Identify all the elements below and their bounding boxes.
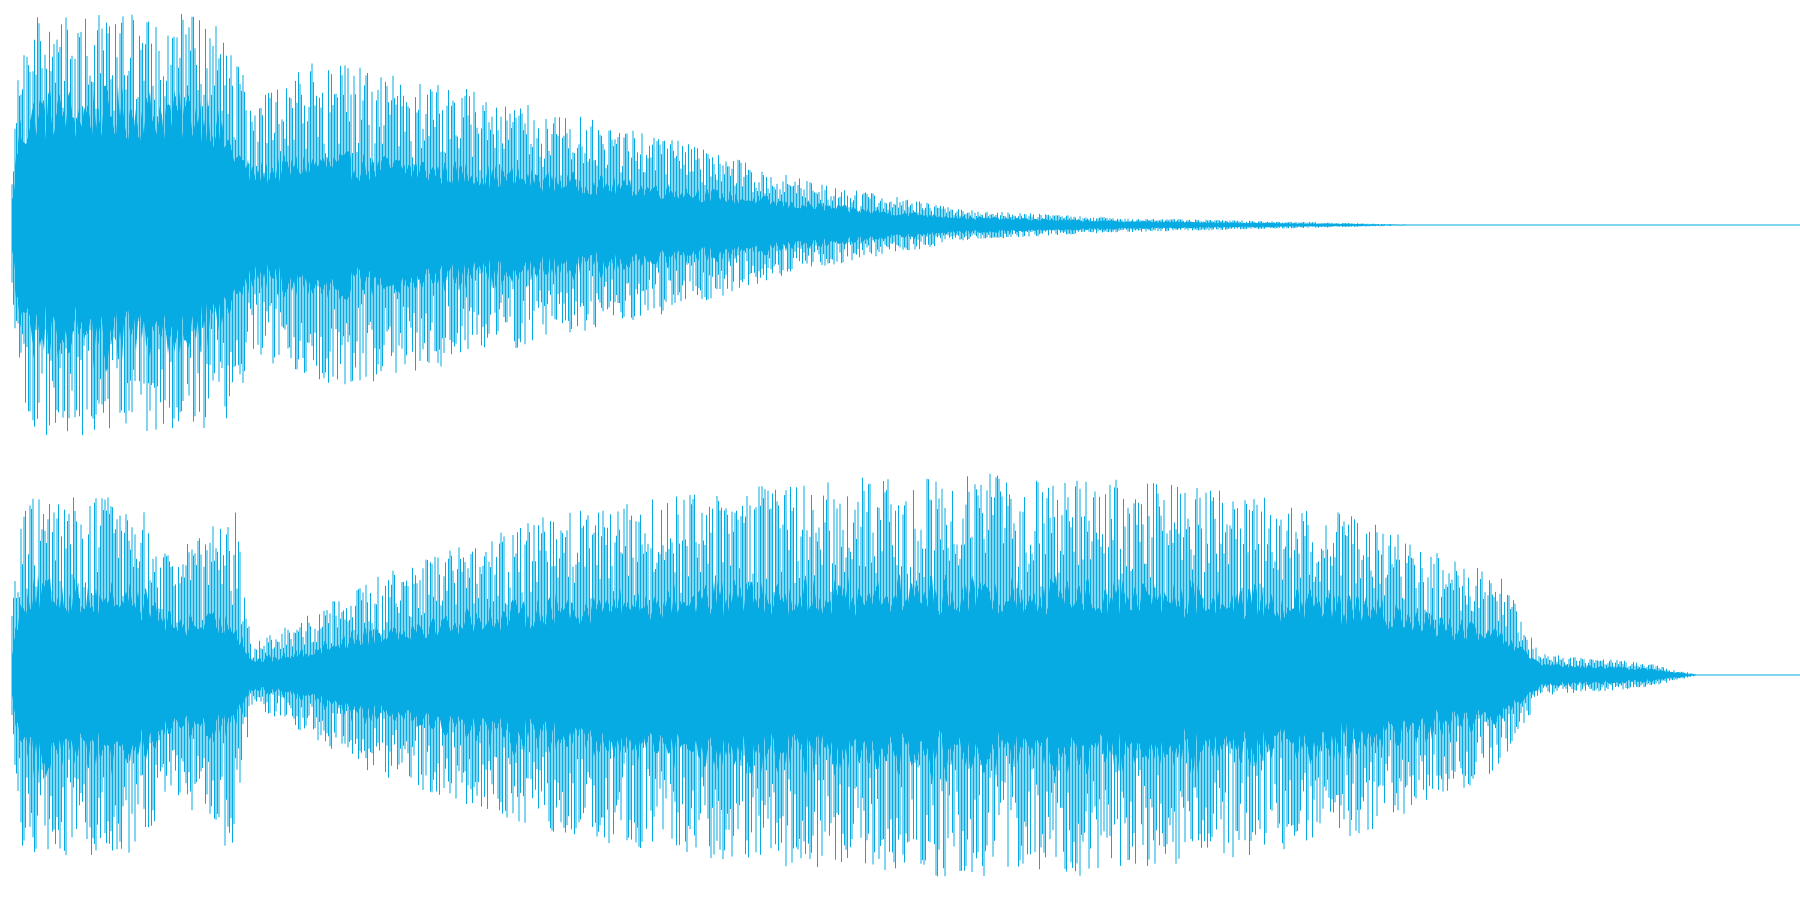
waveform-channel-bottom (11, 473, 1800, 877)
waveform-peaks (11, 473, 1699, 877)
waveform-channel-top (11, 14, 1800, 436)
waveform-peaks (11, 14, 1424, 436)
